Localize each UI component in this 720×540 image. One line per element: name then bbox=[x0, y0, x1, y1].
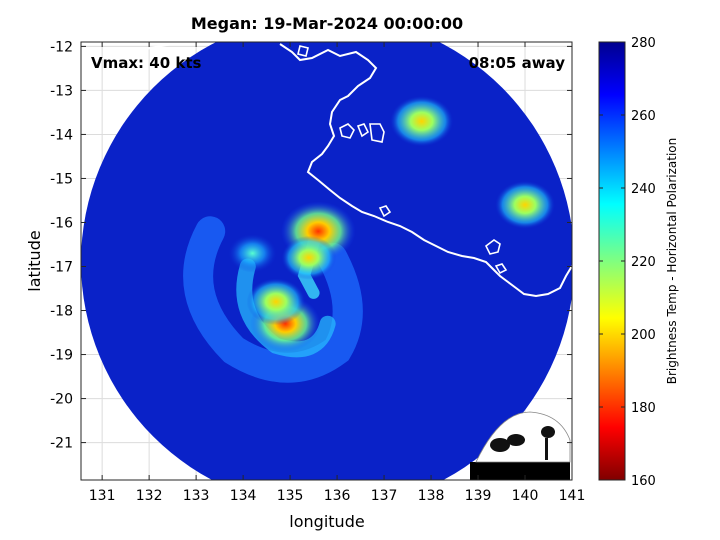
x-tick-label: 133 bbox=[183, 488, 210, 504]
x-tick-label: 140 bbox=[512, 488, 539, 504]
y-tick-label: -21 bbox=[50, 436, 73, 452]
convection-cell bbox=[281, 235, 337, 280]
rainband bbox=[183, 216, 363, 383]
y-tick-label: -12 bbox=[50, 39, 73, 55]
y-tick-label: -17 bbox=[50, 260, 73, 276]
colorbar-tick-label: 200 bbox=[631, 328, 656, 343]
x-tick-label: 131 bbox=[89, 488, 116, 504]
colorbar-tick-label: 280 bbox=[631, 36, 656, 51]
convection-cell bbox=[246, 278, 306, 326]
vmax-label: Vmax: 40 kts bbox=[91, 54, 201, 72]
colorbar-gradient bbox=[598, 41, 626, 481]
x-tick-label: 138 bbox=[418, 488, 445, 504]
x-tick-label: 136 bbox=[324, 488, 351, 504]
logo-label: CIMSS bbox=[493, 466, 547, 479]
chart-title: Megan: 19-Mar-2024 00:00:00 bbox=[191, 14, 463, 33]
colorbar-label: Brightness Temp - Horizontal Polarizatio… bbox=[665, 138, 679, 385]
y-tick-label: -13 bbox=[50, 83, 73, 99]
y-tick-label: -18 bbox=[50, 304, 73, 320]
convection-cell bbox=[228, 234, 277, 273]
x-tick-label: 139 bbox=[465, 488, 492, 504]
y-axis-ticks: -12 -13 -14 -15 -16 -17 -18 -19 -20 -21 bbox=[50, 39, 572, 452]
axes-frame bbox=[80, 41, 573, 481]
colorbar-ticks: 160 180 200 220 240 260 280 bbox=[599, 36, 656, 489]
x-axis-label: longitude bbox=[289, 512, 364, 531]
coastline-islands bbox=[297, 45, 508, 275]
x-axis-ticks: 131 132 133 134 135 136 137 138 139 140 141 bbox=[89, 42, 586, 504]
x-tick-label: 137 bbox=[371, 488, 398, 504]
cimss-logo: CIMSS bbox=[470, 411, 571, 480]
colorbar-tick-label: 260 bbox=[631, 109, 656, 124]
colorbar: 160 180 200 220 240 260 280 Brightness Temp - … bbox=[598, 36, 679, 489]
convection-cell bbox=[389, 95, 454, 147]
colorbar-tick-label: 240 bbox=[631, 182, 656, 197]
y-tick-label: -19 bbox=[50, 348, 73, 364]
y-tick-label: -20 bbox=[50, 392, 73, 408]
colorbar-tick-label: 220 bbox=[631, 255, 656, 270]
x-tick-label: 132 bbox=[136, 488, 163, 504]
y-tick-label: -15 bbox=[50, 171, 73, 187]
x-tick-label: 134 bbox=[230, 488, 257, 504]
x-tick-label: 141 bbox=[559, 488, 586, 504]
convection-features bbox=[183, 95, 556, 383]
colorbar-tick-label: 180 bbox=[631, 401, 656, 416]
time-away-label: 08:05 away bbox=[469, 54, 566, 72]
x-tick-label: 135 bbox=[277, 488, 304, 504]
y-tick-label: -16 bbox=[50, 215, 73, 231]
y-axis-label: latitude bbox=[25, 230, 44, 291]
colorbar-tick-label: 160 bbox=[631, 474, 656, 489]
coastline bbox=[83, 43, 572, 298]
convection-cell bbox=[495, 180, 556, 229]
y-tick-label: -14 bbox=[50, 127, 73, 143]
